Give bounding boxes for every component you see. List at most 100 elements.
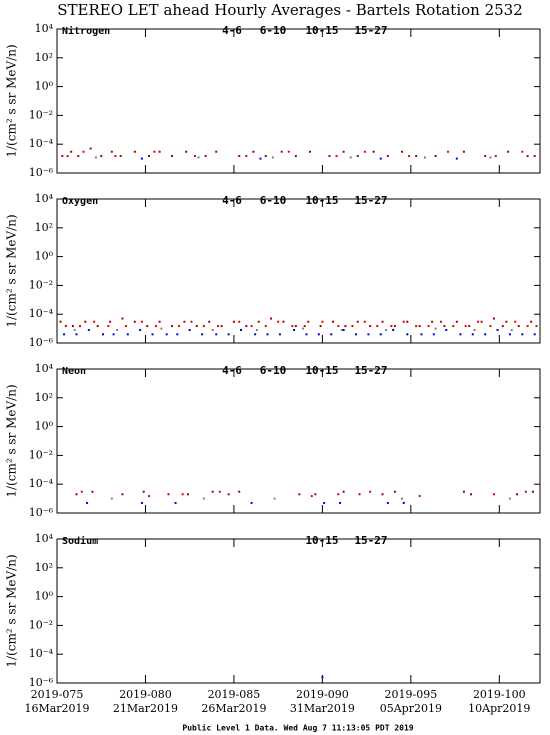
x-tick-date: 21Mar2019 [113,702,178,715]
x-tick-date: 10Apr2019 [468,702,530,715]
data-point [287,150,290,153]
data-point [415,155,418,158]
data-point [190,320,193,323]
data-point [470,493,472,496]
x-tick-date: 26Mar2019 [201,702,266,715]
data-point [379,333,382,336]
data-point [264,325,267,328]
data-point [211,328,214,331]
data-point [356,155,359,158]
data-point [59,320,62,323]
data-point [75,493,78,496]
panel-title: Oxygen [62,196,98,207]
x-tick-label: 2019-075 [31,688,84,701]
data-point [480,320,483,323]
data-point [201,333,204,336]
data-point [107,325,110,328]
data-point [452,325,455,328]
data-point [376,325,379,328]
y-tick-label: 10⁻⁴ [29,307,54,320]
data-point [195,325,198,328]
data-point [238,155,241,158]
data-point [462,150,465,153]
data-point [319,325,322,328]
data-point [415,325,418,328]
plot-frame [56,198,541,344]
data-point [462,490,465,493]
data-point [298,493,301,496]
data-point [493,317,495,320]
data-point [514,320,517,323]
data-point [406,333,409,336]
data-point [321,676,324,679]
data-point [220,325,223,328]
data-point [339,501,342,504]
data-point [291,325,294,328]
y-tick-label: 10⁻⁴ [29,137,54,150]
data-point [468,325,471,328]
legend-entry: 6-10 [260,194,287,207]
y-tick-label: 10² [35,221,53,234]
data-point [227,333,230,336]
data-point [434,327,437,330]
data-point [408,155,411,158]
data-point [185,150,188,153]
plot-frame [56,28,541,174]
panel-title: Nitrogen [62,25,110,37]
data-point [294,155,297,158]
y-tick-label: 10² [35,561,53,574]
data-point [496,328,499,331]
data-point [351,325,354,328]
legend-entry: 10-15 [305,194,338,207]
data-point [489,325,492,328]
data-point [148,155,150,158]
legend-entry: 10-15 [305,534,338,547]
data-point [142,490,145,493]
data-point [335,155,338,158]
data-point [110,497,113,500]
data-point [402,501,405,504]
data-point [139,328,142,331]
data-point [372,150,375,153]
data-point [386,155,389,158]
data-point [363,150,366,153]
data-point [418,495,421,498]
data-point [61,155,64,158]
data-point [323,501,326,504]
data-point [165,333,168,336]
data-point [271,156,274,159]
data-point [521,333,524,336]
data-point [116,328,119,331]
x-tick-label: 2019-100 [473,688,526,701]
data-point [119,155,122,158]
data-point [533,333,536,336]
data-point [140,320,143,323]
data-point [390,325,393,328]
x-tick-date: 05Apr2019 [380,702,442,715]
legend-entry: 4-6 [222,194,242,207]
data-point [250,501,253,504]
legend-entry: 10-15 [305,364,338,377]
data-point [526,155,529,158]
data-point [77,155,80,158]
y-tick-label: 10⁻² [29,618,53,631]
data-point [321,320,324,323]
data-point [84,320,87,323]
data-point [459,333,462,336]
data-point [245,155,248,158]
data-point [133,320,136,323]
data-point [80,490,83,493]
data-point [507,150,510,153]
x-tick-date: 16Mar2019 [24,702,89,715]
y-tick-label: 10⁻⁶ [29,336,54,349]
data-point [303,325,306,328]
data-point [257,320,260,323]
data-point [158,150,161,153]
panel-title: Sodium [62,535,98,547]
y-tick-label: 10⁻⁶ [29,166,54,179]
legend-entry: 6-10 [260,364,287,377]
data-point [204,155,207,158]
data-point [355,333,357,336]
data-point [517,325,520,328]
